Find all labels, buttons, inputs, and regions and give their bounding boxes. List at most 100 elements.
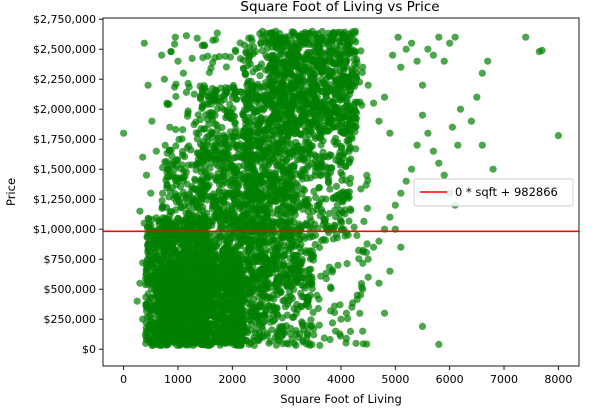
scatter-point [194, 149, 202, 157]
scatter-point [307, 265, 315, 273]
scatter-point [259, 138, 267, 146]
scatter-point [176, 240, 185, 248]
scatter-point [296, 119, 304, 127]
scatter-point [185, 286, 193, 294]
scatter-point [256, 226, 264, 234]
scatter-point [163, 180, 171, 189]
scatter-point [232, 125, 240, 133]
scatter-point [281, 303, 289, 311]
scatter-point [266, 158, 274, 167]
scatter-point [184, 161, 192, 169]
scatter-point [272, 80, 280, 88]
scatter-point [164, 295, 172, 303]
scatter-point [228, 94, 236, 102]
scatter-point [198, 293, 206, 301]
scatter-point [285, 125, 293, 133]
scatter-point [215, 233, 224, 241]
scatter-point [150, 231, 158, 239]
scatter-point [182, 32, 190, 40]
scatter-point [307, 174, 315, 182]
scatter-point [255, 329, 264, 337]
scatter-point [198, 87, 207, 96]
scatter-point [335, 75, 343, 83]
scatter-point [151, 249, 159, 257]
scatter-point [241, 278, 249, 286]
scatter-point [159, 328, 167, 336]
scatter-point [278, 95, 286, 103]
scatter-point [176, 284, 184, 292]
scatter-point [161, 246, 169, 254]
scatter-points [120, 27, 563, 350]
scatter-point [176, 341, 184, 349]
scatter-point [180, 336, 188, 344]
scatter-point [185, 190, 193, 198]
scatter-point [223, 200, 231, 209]
scatter-point [226, 100, 234, 108]
scatter-point [245, 34, 253, 42]
scatter-point [293, 300, 301, 309]
scatter-point [172, 246, 180, 254]
scatter-point [360, 217, 368, 225]
scatter-point [193, 249, 201, 257]
scatter-point [154, 307, 162, 316]
scatter-point [273, 196, 281, 204]
scatter-point [245, 264, 253, 272]
scatter-point [161, 158, 169, 166]
scatter-point [300, 33, 308, 41]
scatter-point [174, 215, 183, 223]
scatter-point [289, 32, 297, 40]
scatter-point [333, 201, 341, 209]
scatter-point [281, 198, 289, 206]
scatter-point [349, 28, 357, 36]
scatter-point [194, 111, 202, 119]
scatter-point [325, 209, 333, 218]
scatter-point [186, 251, 194, 259]
scatter-point [308, 27, 316, 35]
scatter-point [220, 177, 228, 185]
scatter-point [161, 141, 169, 149]
scatter-point [243, 81, 251, 89]
scatter-point [292, 309, 300, 317]
scatter-point [159, 280, 167, 288]
scatter-point [275, 175, 284, 183]
scatter-point [310, 118, 318, 126]
scatter-point [231, 258, 239, 266]
scatter-point [260, 170, 268, 178]
scatter-point [259, 285, 267, 293]
scatter-point [322, 195, 330, 203]
scatter-point [252, 65, 260, 73]
scatter-point [143, 304, 151, 312]
scatter-point [173, 289, 181, 297]
scatter-point [146, 252, 154, 260]
scatter-point [252, 98, 260, 106]
scatter-point [198, 243, 207, 251]
scatter-point [220, 149, 228, 157]
scatter-point [267, 29, 275, 37]
scatter-point [290, 113, 298, 121]
scatter-point [158, 202, 167, 210]
scatter-point [309, 232, 317, 241]
scatter-point [332, 182, 341, 190]
scatter-point [170, 300, 178, 308]
scatter-point [187, 146, 195, 154]
scatter-point [342, 57, 350, 65]
scatter-point [201, 162, 209, 170]
scatter-point [229, 289, 237, 297]
scatter-point [288, 87, 296, 95]
scatter-point [286, 255, 294, 263]
scatter-point [267, 247, 275, 255]
scatter-point [269, 209, 277, 217]
scatter-point [187, 276, 195, 284]
scatter-point [344, 231, 352, 239]
scatter-point [213, 276, 221, 284]
scatter-point [159, 189, 167, 197]
scatter-point [193, 160, 201, 168]
scatter-point [317, 141, 325, 149]
scatter-point [160, 308, 169, 316]
scatter-point [274, 71, 282, 79]
scatter-point [308, 280, 316, 288]
scatter-point [350, 36, 358, 44]
scatter-point [177, 165, 185, 173]
scatter-point [163, 239, 171, 247]
scatter-point [213, 176, 221, 184]
